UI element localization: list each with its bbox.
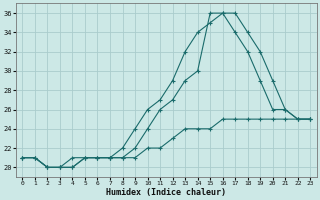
X-axis label: Humidex (Indice chaleur): Humidex (Indice chaleur) [106, 188, 226, 197]
